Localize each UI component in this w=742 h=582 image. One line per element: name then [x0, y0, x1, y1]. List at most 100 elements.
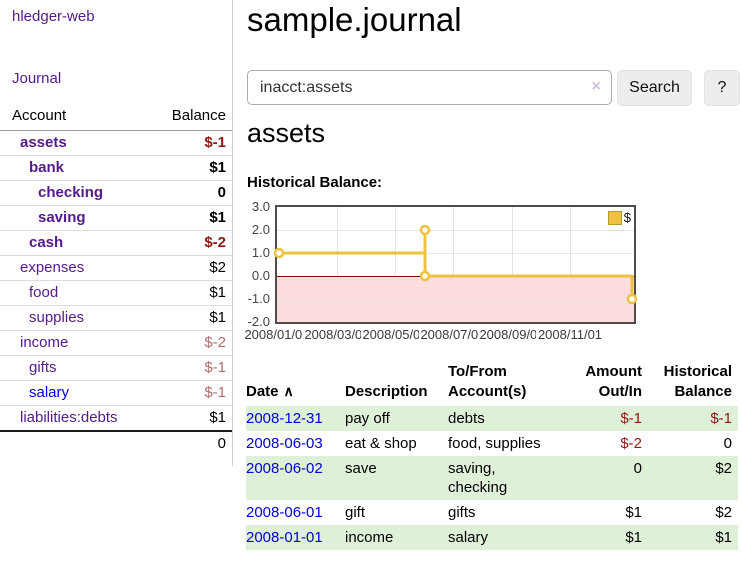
register-row[interactable]: 2008-06-03 eat & shop food, supplies $-2… — [246, 431, 738, 456]
account-link-income[interactable]: income — [20, 334, 69, 351]
account-link-salary[interactable]: salary — [29, 384, 70, 401]
description-column-header: Description — [345, 383, 428, 400]
transaction-balance: $1 — [715, 529, 732, 546]
chart-legend: $ — [607, 210, 631, 225]
plot-area: $ — [273, 205, 638, 324]
transaction-balance: $-1 — [710, 410, 732, 427]
account-balance: $-1 — [204, 134, 226, 151]
transaction-description: save — [345, 460, 377, 477]
help-button[interactable]: ? — [704, 70, 740, 106]
transaction-amount: $1 — [625, 504, 642, 521]
account-link-gifts[interactable]: gifts — [29, 359, 57, 376]
clear-search-icon[interactable]: × — [591, 78, 601, 95]
transaction-date-link[interactable]: 2008-06-02 — [246, 460, 323, 477]
account-balance: $1 — [209, 209, 226, 226]
search-input[interactable] — [247, 70, 612, 105]
x-tick: 2008/07/01 — [419, 327, 487, 343]
historical-balance-chart[interactable]: 3.0 2.0 1.0 0.0 -1.0 -2.0 — [240, 199, 742, 348]
transaction-balance: 0 — [723, 435, 732, 452]
transaction-description: pay off — [345, 410, 390, 427]
transaction-accounts: saving, checking — [448, 460, 508, 496]
transaction-accounts: salary — [448, 529, 489, 546]
register-header-row: Date ∧ Description To/From Account(s) Amo… — [246, 360, 738, 406]
account-link-supplies[interactable]: supplies — [29, 309, 85, 326]
data-point-marker — [273, 247, 285, 259]
data-point-marker — [419, 224, 431, 236]
page-title: sample.journal — [247, 1, 462, 38]
y-tick: 1.0 — [251, 245, 270, 260]
register-table: Date ∧ Description To/From Account(s) Amo… — [246, 360, 738, 550]
account-balance: $1 — [209, 284, 226, 301]
accounts-total-value: 0 — [217, 435, 226, 452]
account-link-assets[interactable]: assets — [20, 134, 67, 151]
account-link-food[interactable]: food — [29, 284, 59, 301]
account-balance: $1 — [209, 309, 226, 326]
account-link-bank[interactable]: bank — [29, 159, 65, 176]
transaction-date-link[interactable]: 2008-01-01 — [246, 529, 323, 546]
account-row: saving $1 — [0, 205, 232, 231]
balance-series-line — [273, 224, 638, 305]
account-link-liabilities-debts[interactable]: liabilities:debts — [20, 409, 118, 426]
account-link-saving[interactable]: saving — [38, 209, 86, 226]
transaction-amount: $-2 — [620, 435, 642, 452]
legend-label: $ — [623, 210, 631, 225]
account-row: assets $-1 — [0, 131, 232, 156]
data-point-marker — [419, 270, 431, 282]
x-tick: 2008/01/01 — [243, 327, 311, 343]
account-balance: $2 — [209, 259, 226, 276]
date-column-header[interactable]: Date ∧ — [246, 360, 345, 406]
account-link-cash[interactable]: cash — [29, 234, 64, 251]
gridline — [277, 299, 634, 300]
transaction-amount: $1 — [625, 529, 642, 546]
search-bar: × Search ? — [247, 70, 742, 106]
transaction-description: eat & shop — [345, 435, 417, 452]
account-balance: $1 — [209, 159, 226, 176]
transaction-accounts: food, supplies — [448, 435, 541, 452]
gridline — [395, 207, 396, 322]
transaction-date-link[interactable]: 2008-06-01 — [246, 504, 323, 521]
transaction-description: gift — [345, 504, 366, 521]
transaction-amount: 0 — [633, 460, 642, 477]
register-row[interactable]: 2008-12-31 pay off debts $-1 $-1 — [246, 406, 738, 431]
gridline — [277, 230, 634, 231]
register-row[interactable]: 2008-06-01 gift gifts $1 $2 — [246, 500, 738, 525]
transaction-description: income — [345, 529, 394, 546]
accounts-total-row: 0 — [0, 431, 232, 456]
account-row: income $-2 — [0, 330, 232, 356]
y-tick: 2.0 — [251, 222, 270, 237]
account-link-expenses[interactable]: expenses — [20, 259, 85, 276]
register-row[interactable]: 2008-06-02 save saving, checking 0 $2 — [246, 456, 738, 500]
x-tick: 2008/05/01 — [361, 327, 429, 343]
account-column-header: Account — [0, 104, 154, 131]
account-row: liabilities:debts $1 — [0, 405, 232, 432]
account-row: bank $1 — [0, 155, 232, 181]
gridline — [277, 253, 634, 254]
y-tick: 3.0 — [251, 199, 270, 214]
sidebar-item-journal[interactable]: Journal — [12, 70, 62, 87]
account-row: salary $-1 — [0, 380, 232, 406]
sidebar: hledger-web Journal Account Balance asse… — [0, 0, 233, 466]
transaction-date-link[interactable]: 2008-06-03 — [246, 435, 323, 452]
account-row: checking 0 — [0, 180, 232, 206]
account-balance: $-1 — [204, 359, 226, 376]
x-tick: 2008/11/01 — [536, 327, 604, 343]
transaction-date-link[interactable]: 2008-12-31 — [246, 410, 323, 427]
balance-column-header: Balance — [153, 104, 232, 131]
app-title-link[interactable]: hledger-web — [12, 8, 95, 25]
search-button[interactable]: Search — [617, 70, 692, 106]
chart-title: Historical Balance: — [247, 174, 383, 191]
transaction-accounts: debts — [448, 410, 485, 427]
account-row: cash $-2 — [0, 230, 232, 256]
register-row[interactable]: 2008-01-01 income salary $1 $1 — [246, 525, 738, 550]
account-balance: $-1 — [204, 384, 226, 401]
x-tick: 2008/09/01 — [478, 327, 546, 343]
account-row: gifts $-1 — [0, 355, 232, 381]
accounts-table: Account Balance assets $-1 bank $1 check… — [0, 104, 232, 456]
account-row: food $1 — [0, 280, 232, 306]
account-balance: $-2 — [204, 334, 226, 351]
account-balance: $1 — [209, 409, 226, 426]
transaction-amount: $-1 — [620, 410, 642, 427]
account-link-checking[interactable]: checking — [38, 184, 104, 201]
transaction-balance: $2 — [715, 460, 732, 477]
